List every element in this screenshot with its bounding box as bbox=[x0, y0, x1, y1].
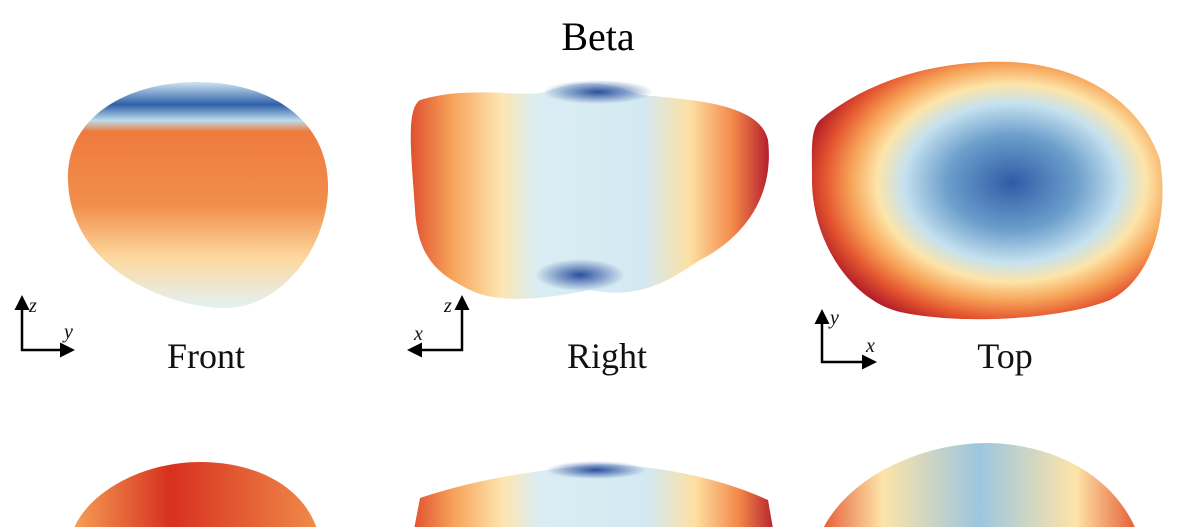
right-shape bbox=[414, 464, 773, 527]
axis-arrow bbox=[14, 295, 75, 358]
shading bbox=[543, 80, 653, 104]
view-label: Right bbox=[567, 336, 647, 376]
top-shape bbox=[811, 61, 1163, 320]
axis-label: x bbox=[865, 335, 875, 357]
axis-arrow bbox=[407, 295, 470, 358]
view-label: Front bbox=[167, 336, 245, 376]
axis-arrow bbox=[814, 309, 877, 370]
front-shape bbox=[67, 82, 329, 308]
front-shape bbox=[74, 462, 317, 527]
top-shape bbox=[823, 442, 1135, 527]
shading bbox=[535, 259, 625, 291]
axis-label: y bbox=[62, 321, 73, 343]
view-label: Top bbox=[977, 336, 1032, 376]
axis-label: x bbox=[413, 323, 423, 345]
right-shape bbox=[410, 83, 769, 299]
shading bbox=[546, 461, 646, 479]
axis-label: y bbox=[828, 307, 839, 329]
axis-label: z bbox=[28, 295, 37, 317]
axis-label: z bbox=[443, 295, 452, 317]
figure-title: Beta bbox=[561, 14, 635, 59]
